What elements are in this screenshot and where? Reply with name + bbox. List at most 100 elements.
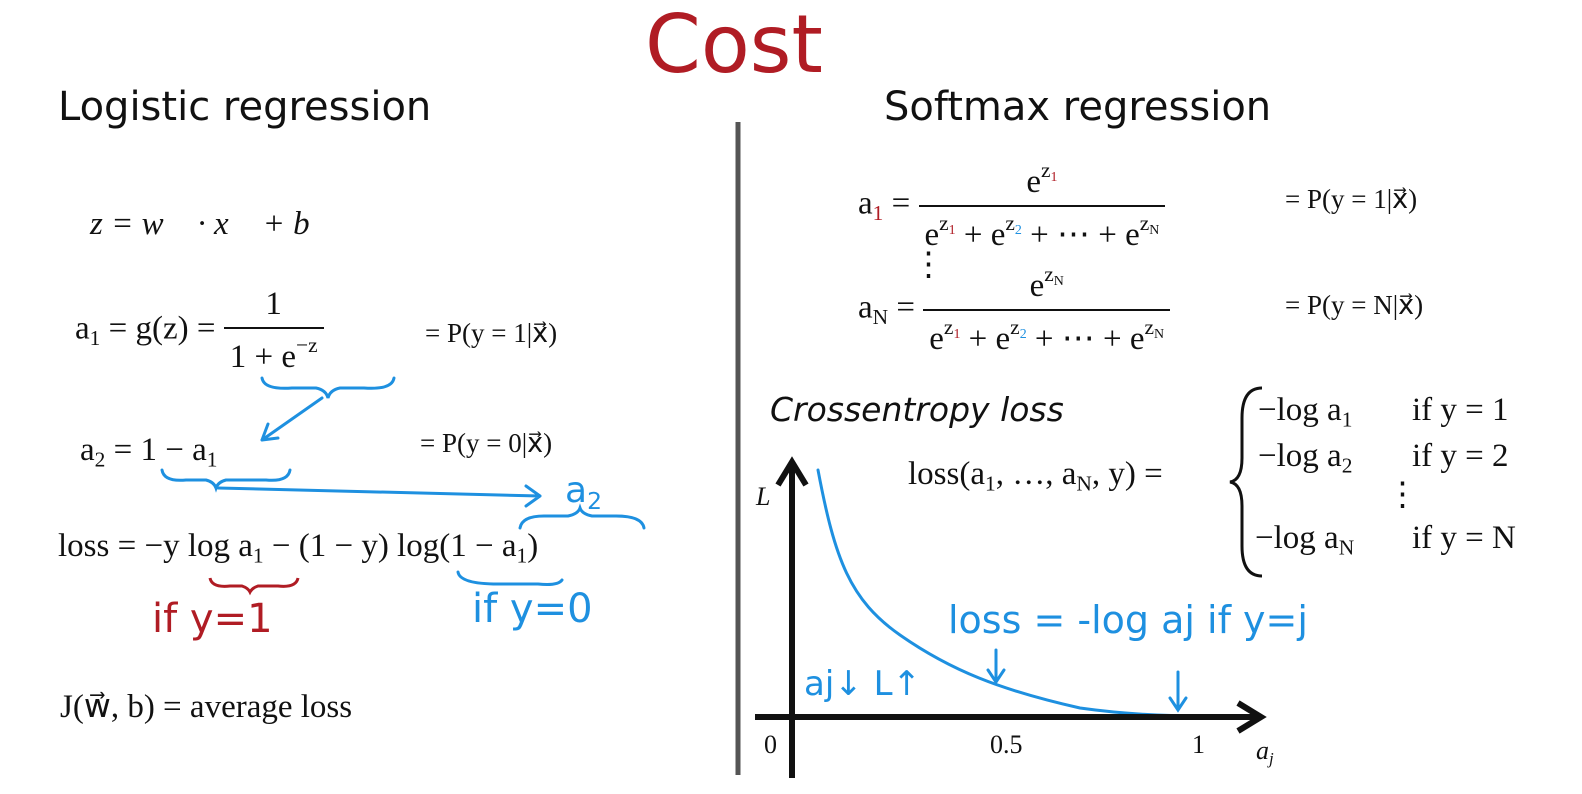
probability: = P(y = 1|x⃗)	[425, 318, 558, 348]
title: Cost	[645, 0, 823, 91]
brace	[456, 570, 564, 586]
fraction: ez1 ez1 + ez2 + ⋯ + ezN	[918, 158, 1166, 254]
math-part: − (1 − y) log(1 − a	[263, 528, 517, 564]
math-part: N	[1338, 535, 1355, 560]
math-part: −log a	[1258, 438, 1342, 474]
math-part: =	[888, 289, 916, 326]
arrow	[986, 648, 1006, 685]
math-part: −log a	[1258, 392, 1342, 428]
math-part: 2	[587, 487, 602, 516]
denominator: ez1 + ez2 + ⋯ + ezN	[918, 205, 1166, 254]
note-loss: loss = -log aj if y=j	[948, 598, 1308, 642]
probability: = P(y = 0|x⃗)	[420, 428, 553, 458]
right-heading: Softmax regression	[884, 84, 1272, 130]
fraction: ezN ez1 + ez2 + ⋯ + ezN	[923, 262, 1171, 358]
cases-brace	[1229, 386, 1263, 578]
math-part: + ⋯ + e	[1021, 217, 1140, 253]
math-part: z	[1041, 158, 1051, 182]
formula-j: J(w⃗, b) = average loss	[60, 689, 353, 725]
brace	[160, 468, 292, 493]
brace	[518, 503, 646, 530]
math-part: 1	[1341, 407, 1353, 432]
math-part: e	[1029, 268, 1045, 304]
math-part: 1	[252, 543, 264, 568]
math-part: z	[939, 211, 949, 235]
math-part: zN	[1145, 315, 1165, 343]
note-a2: a2	[565, 470, 602, 515]
axes	[755, 456, 1267, 778]
arrow	[216, 484, 542, 508]
math-part: e	[929, 321, 944, 357]
math-part: a	[1256, 736, 1269, 765]
math-part: z2	[1010, 315, 1027, 343]
math-part: z2	[1005, 211, 1021, 238]
tick-label: 1	[1192, 730, 1205, 759]
case-cond: if y = N	[1412, 520, 1516, 556]
math-part: N	[1154, 327, 1165, 343]
math-part: 1	[872, 201, 884, 225]
math-part: 1	[89, 326, 101, 350]
note-y1: if y=1	[152, 596, 273, 642]
math-part: N	[872, 305, 889, 329]
math-part: e	[924, 217, 940, 253]
math-part: 2	[1019, 327, 1027, 343]
fraction: 1 1 + e−z	[223, 286, 324, 376]
arrow	[260, 396, 324, 442]
math-part: 1	[1050, 170, 1058, 186]
math-part: = g(z) =	[100, 310, 224, 347]
math-part: = 1 − a	[105, 432, 207, 468]
math-part: N	[1149, 223, 1160, 239]
formula-softmax-a1: a1 = ez1 ez1 + ez2 + ⋯ + ezN	[858, 158, 1166, 254]
brace	[260, 376, 396, 399]
math-part: N	[1076, 471, 1092, 496]
formula-softmax-an: aN = ezN ez1 + ez2 + ⋯ + ezN	[858, 262, 1171, 358]
math-part: + e	[960, 321, 1011, 357]
formula-loss: loss = −y log a1 − (1 − y) log(1 − a1)	[58, 528, 538, 568]
math-part: −log a	[1255, 520, 1339, 556]
y-axis-label: L	[756, 482, 771, 511]
math-part: 1 + e	[229, 339, 296, 375]
brace	[208, 577, 300, 596]
denominator: ez1 + ez2 + ⋯ + ezN	[923, 309, 1171, 358]
math-part: 1	[516, 543, 528, 568]
math-part: j	[1269, 749, 1274, 769]
note-y0: if y=0	[472, 586, 593, 632]
numerator: ez1	[1020, 158, 1063, 205]
math-part: =	[883, 185, 911, 222]
note-trend: aj↓ L↑	[804, 664, 922, 704]
vertical-dots: ⋮	[1386, 477, 1419, 513]
math-part: z	[1010, 315, 1020, 339]
crossentropy-label: Crossentropy loss	[770, 390, 1064, 429]
math-part: z1	[1041, 158, 1058, 186]
denominator: 1 + e−z	[223, 327, 324, 376]
math-part: a	[565, 470, 588, 511]
probability: = P(y = N|x⃗)	[1285, 290, 1424, 320]
math-part: zN	[1044, 262, 1064, 289]
math-part: loss = −y log a	[58, 528, 253, 564]
math-part: 1	[206, 447, 218, 472]
case-expr: −log a1	[1258, 392, 1352, 432]
math-part: a	[858, 185, 873, 222]
vertical-dots: ⋮	[912, 247, 945, 283]
math-part: a	[75, 310, 90, 347]
math-part: e	[1026, 164, 1042, 200]
loss-curve	[816, 468, 1202, 718]
formula-a2: a2 = 1 − a1	[80, 432, 217, 472]
math-part: z	[1044, 262, 1054, 286]
math-part: z	[1005, 211, 1015, 235]
numerator: ezN	[1024, 262, 1070, 309]
case-cond: if y = 1	[1412, 392, 1509, 428]
y-axis	[775, 456, 809, 778]
math-part: 2	[1341, 453, 1353, 478]
math-part: z1	[939, 211, 955, 238]
tick-label: 0	[764, 730, 777, 759]
case-expr: −log a2	[1258, 438, 1352, 478]
math-part: z1	[944, 315, 960, 342]
case-cond: if y = 2	[1412, 438, 1509, 474]
arrow	[1168, 670, 1188, 713]
math-part: −z	[296, 333, 318, 357]
probability: = P(y = 1|x⃗)	[1285, 184, 1418, 214]
loss-function: loss(a1, …, aN, y) =	[908, 456, 1163, 496]
